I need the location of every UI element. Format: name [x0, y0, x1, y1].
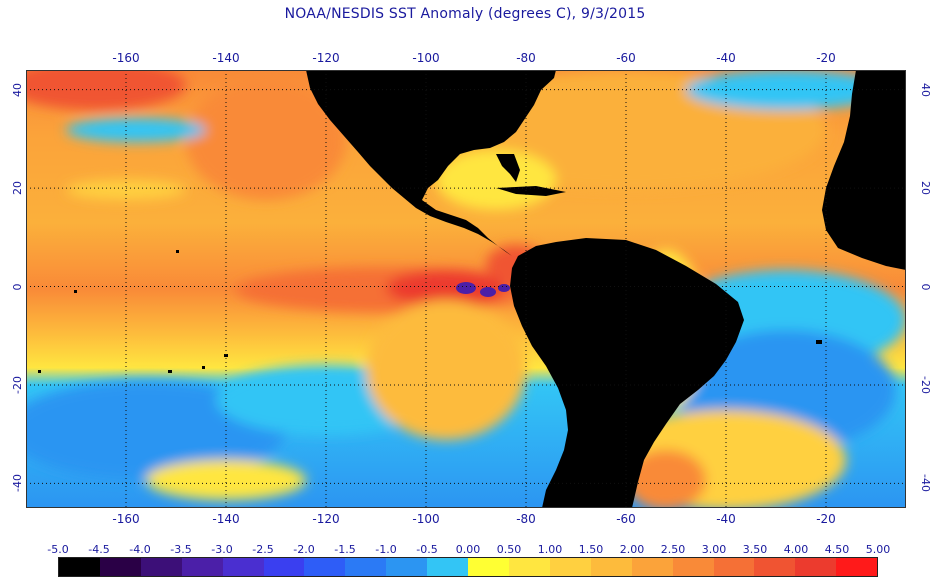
south-pacific-cool-1: [6, 380, 286, 480]
latitude-tick-label: -40: [11, 474, 24, 493]
colorbar-tick-label: -5.0: [47, 543, 69, 556]
colorbar-swatch: [304, 558, 346, 576]
longitude-tick-label: -120: [312, 512, 340, 526]
colorbar-tick-label: 0.50: [496, 543, 522, 556]
longitude-tick-label: -40: [716, 51, 736, 65]
colorbar-tick-label: 2.50: [660, 543, 686, 556]
colorbar-tick-label: 5.00: [865, 543, 891, 556]
colorbar-tick-label: -0.5: [416, 543, 438, 556]
se-pacific-yellow: [366, 300, 526, 440]
colorbar-tick-label: 3.50: [742, 543, 768, 556]
florida-peninsula: [496, 154, 520, 182]
longitude-tick-label: -160: [112, 512, 140, 526]
colorbar-tick-label: 1.00: [537, 543, 563, 556]
longitude-tick-label: -120: [312, 51, 340, 65]
colorbar-swatch: [672, 558, 714, 576]
colorbar-swatch: [590, 558, 632, 576]
colorbar-swatch: [508, 558, 550, 576]
greenland-edge: [862, 70, 906, 110]
longitude-tick-label: -80: [516, 512, 536, 526]
colorbar-swatch: [59, 558, 100, 576]
longitude-tick-label: -140: [212, 512, 240, 526]
south-america-landmass: [510, 238, 744, 508]
longitude-tick-label: -80: [516, 51, 536, 65]
latitude-tick-label: 40: [919, 82, 930, 97]
colorbar-tick-label: 0.00: [455, 543, 481, 556]
colorbar-tick-label: -3.0: [211, 543, 233, 556]
colorbar-swatch: [549, 558, 591, 576]
north-america-landmass: [306, 70, 556, 256]
colorbar-tick-label: 4.00: [783, 543, 809, 556]
map-border: [26, 70, 906, 508]
latitude-tick-label: 20: [919, 181, 930, 196]
colorbar-swatch: [795, 558, 837, 576]
longitude-tick-label: -60: [616, 512, 636, 526]
gridlines: [26, 70, 906, 508]
colorbar-tick-label: 1.50: [578, 543, 604, 556]
latitude-tick-label: 0: [919, 283, 930, 290]
colorbar: [58, 557, 878, 577]
map-title: NOAA/NESDIS SST Anomaly (degrees C), 9/3…: [284, 6, 646, 22]
colorbar-swatch: [427, 558, 469, 576]
colorbar-tick-label: -2.0: [293, 543, 315, 556]
longitude-tick-label: -20: [816, 512, 836, 526]
longitude-tick-label: -40: [716, 512, 736, 526]
colorbar-swatch: [468, 558, 509, 576]
latitude-tick-label: -20: [11, 375, 24, 394]
longitude-tick-label: -20: [816, 51, 836, 65]
colorbar-tick-label: -4.5: [88, 543, 110, 556]
sw-atlantic-warm: [626, 450, 706, 510]
colorbar-swatch: [140, 558, 182, 576]
latitude-tick-label: -20: [919, 375, 930, 394]
map-svg: [6, 60, 906, 510]
colorbar-swatch: [754, 558, 796, 576]
cold-patch-nw-pacific: [66, 118, 206, 142]
sst-anomaly-map: [6, 60, 906, 510]
colorbar-swatch: [99, 558, 141, 576]
colorbar-tick-label: -1.0: [375, 543, 397, 556]
latitude-tick-label: -40: [919, 474, 930, 493]
galapagos-cold-spots: [456, 282, 510, 297]
nino-core: [386, 270, 506, 306]
colorbar-tick-label: 2.00: [619, 543, 645, 556]
colorbar-tick-label: 3.00: [701, 543, 727, 556]
gulf-yellow: [436, 150, 556, 210]
colorbar-swatch: [386, 558, 428, 576]
colorbar-swatch: [836, 558, 878, 576]
latitude-tick-label: 40: [11, 82, 24, 97]
colorbar-tick-label: -3.5: [170, 543, 192, 556]
south-pacific-warm-spots: [146, 460, 306, 500]
colorbar-swatch: [713, 558, 755, 576]
longitude-tick-label: -60: [616, 51, 636, 65]
longitude-tick-label: -100: [412, 51, 440, 65]
north-pacific-warm-patch: [6, 60, 186, 110]
colorbar-swatch: [631, 558, 673, 576]
colorbar-swatch: [345, 558, 387, 576]
colorbar-swatch: [222, 558, 264, 576]
colorbar-tick-label: -1.5: [334, 543, 356, 556]
longitude-tick-label: -100: [412, 512, 440, 526]
longitude-tick-label: -160: [112, 51, 140, 65]
cuba: [496, 186, 566, 196]
colorbar-swatch: [181, 558, 223, 576]
africa-landmass: [822, 70, 906, 270]
latitude-tick-label: 0: [11, 283, 24, 291]
colorbar-tick-label: -2.5: [252, 543, 274, 556]
colorbar-tick-label: -4.0: [129, 543, 151, 556]
colorbar-swatch: [263, 558, 305, 576]
latitude-tick-label: 20: [11, 181, 24, 196]
longitude-tick-label: -140: [212, 51, 240, 65]
colorbar-tick-label: 4.50: [824, 543, 850, 556]
island-speckles: [38, 250, 822, 373]
